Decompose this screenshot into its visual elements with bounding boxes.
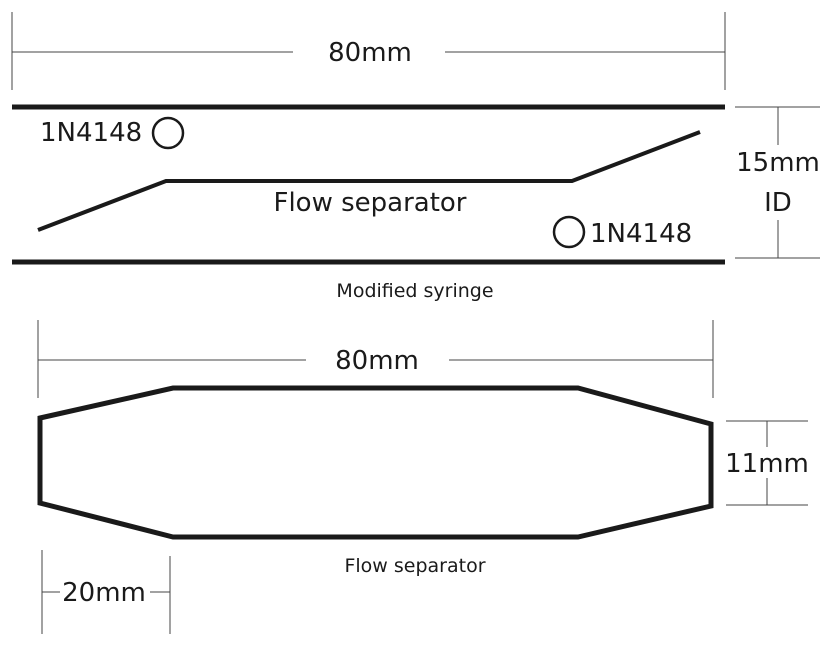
syringe-diameter-dimension: 15mm ID [735,106,820,259]
flow-separator-inner-label: Flow separator [273,188,466,218]
diode-circle-bottom [552,215,586,249]
syringe-caption: Modified syringe [336,280,493,302]
syringe-body [12,104,725,265]
separator-caption: Flow separator [344,555,485,577]
separator-height-label: 11mm [725,449,809,479]
taper-length-dimension: 20mm [41,550,171,634]
separator-length-label: 80mm [335,346,419,376]
diameter-label-value: 15mm [736,148,820,178]
syringe-length-dimension: 80mm [11,12,726,90]
separator-length-dimension: 80mm [37,320,714,398]
syringe-length-label: 80mm [328,38,412,68]
diode-circle-top [151,116,185,150]
diode-label-bottom: 1N4148 [590,219,692,249]
flow-separator-shape [37,385,714,540]
diameter-label-unit: ID [764,188,792,218]
diode-top: 1N4148 [40,116,185,150]
taper-length-label: 20mm [62,578,146,608]
flow-separator-profile [37,130,701,232]
separator-height-dimension: 11mm [725,420,809,506]
diode-bottom: 1N4148 [552,215,692,249]
diode-label-top: 1N4148 [40,118,142,148]
